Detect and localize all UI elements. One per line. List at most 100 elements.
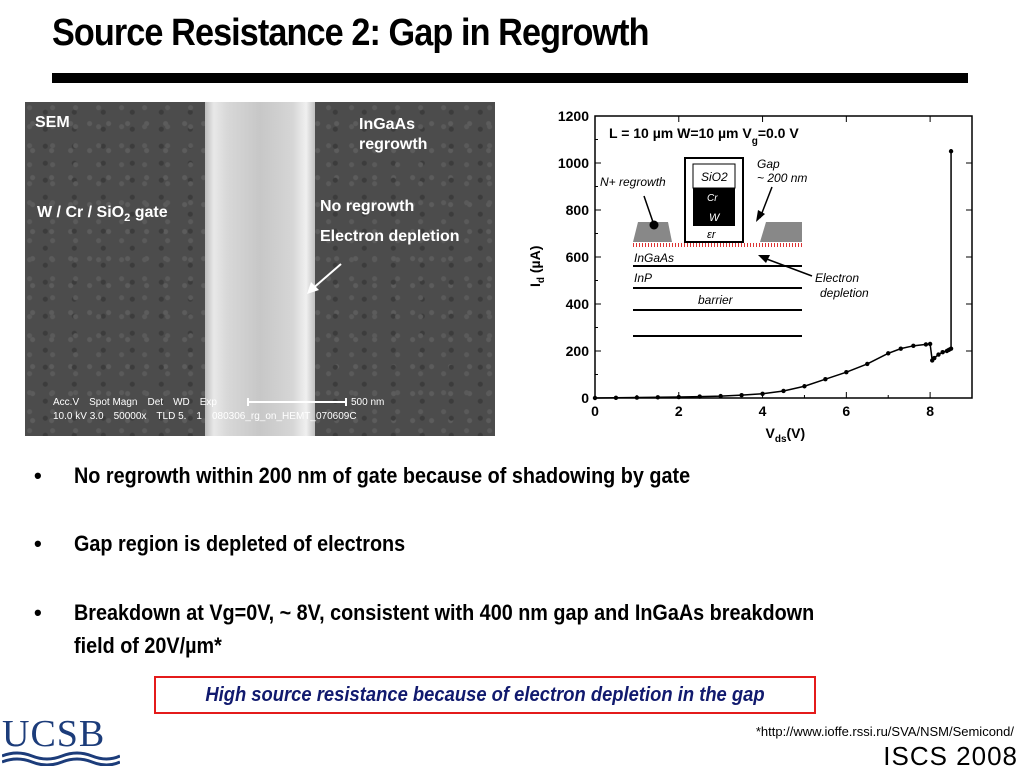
data-point [739,392,744,398]
bullet-dot: • [34,463,42,488]
conclusion-box: High source resistance because of electr… [154,676,816,714]
depletion-arrow-line [763,257,813,277]
bullet-text: field of 20V/µm* [74,633,222,658]
x-axis-label: Vds(V) [766,425,806,445]
x-tick-label: 2 [675,403,683,419]
data-point [911,343,916,349]
n-regrowth-label: N+ regrowth [600,175,666,189]
scale-bar [247,398,347,406]
left-regrowth-block [633,222,672,242]
depletion-arrow-head-icon [758,255,770,263]
data-point [655,395,661,400]
sem-meta-header: Acc.V [53,397,80,408]
sem-meta-value: 080306_rg_on_HEMT_070609C [211,411,357,422]
gate-layer-label: εr [707,229,717,241]
x-tick-label: 0 [591,403,599,419]
y-tick-label: 0 [581,390,589,406]
depletion-label-line2: depletion [820,286,869,300]
gap-label: Gap [757,157,780,171]
data-point [697,394,702,399]
x-tick-label: 6 [842,403,850,419]
gate-label-text: W / Cr / SiO [37,204,125,221]
data-point [613,395,619,400]
bullet-dot: • [34,600,42,625]
chart-annotation: L = 10 µm W=10 µm Vg=0.0 V [609,125,799,147]
sem-meta-header: Spot Magn [89,397,138,408]
gap-size-label: ~ 200 nm [757,171,807,185]
depletion-label-line1: Electron [815,271,859,285]
layer-label: InP [634,271,652,285]
data-point [927,341,933,347]
sem-meta-value: 10.0 kV 3.0 [53,411,104,422]
logo-waves-icon [2,751,120,766]
electron-depletion-label: Electron depletion [320,228,460,245]
depletion-arrow-icon [307,263,342,294]
gate-label-suffix: gate [130,204,168,221]
logo-text: UCSB [2,713,106,755]
sem-image: SEM InGaAs regrowth W / Cr / SiO2 gate N… [25,102,495,436]
gate-stripe [205,102,315,436]
data-point [760,391,765,396]
regrowth-label-line2: regrowth [359,136,428,153]
data-point [886,351,891,356]
y-tick-label: 400 [566,296,590,312]
title-underline [52,73,968,83]
data-point [948,149,954,154]
gate-sio2-layer [692,163,736,189]
right-regrowth-block [760,222,802,242]
data-point [948,346,954,351]
x-tick-label: 4 [759,403,767,419]
slide-title: Source Resistance 2: Gap in Regrowth [52,12,650,54]
bullet-text: Breakdown at Vg=0V, ~ 8V, consistent wit… [74,600,815,625]
sem-meta-header: WD [173,397,190,408]
data-point [844,369,849,375]
data-point [592,395,598,401]
no-regrowth-label: No regrowth [320,198,415,215]
chart-svg: 0 200 400 600 800 1000 1200 0 2 4 6 8 Vds(V) Id (µA) L… [527,108,973,445]
footnote: *http://www.ioffe.rssi.ru/SVA/NSM/Semico… [755,724,1014,739]
sem-meta-header: Det [147,397,164,408]
layer-label: InGaAs [634,251,674,265]
bullet-dot: • [34,531,42,556]
sem-label: SEM [35,114,70,131]
gate-layer-label: Cr [707,193,718,204]
data-point [634,395,640,400]
gap-arrow-head-icon [756,210,765,222]
y-tick-label: 1200 [558,108,589,124]
data-point [932,355,937,361]
gate-cr-layer [693,188,735,206]
y-tick-label: 1000 [558,155,589,171]
data-point [936,352,941,357]
data-point [940,349,945,355]
scale-label: 500 nm [351,397,385,408]
data-point [898,346,903,351]
y-tick-label: 600 [566,249,590,265]
data-point [823,377,828,382]
gate-layer-label: SiO2 [701,170,728,184]
layer-label: barrier [698,293,734,307]
gate-stack-label: W / Cr / SiO2 gate [37,204,168,224]
iv-chart: 0 200 400 600 800 1000 1200 0 2 4 6 8 Vds(V) Id (µA) L… [520,100,980,455]
y-tick-label: 200 [566,343,590,359]
sem-metadata: Acc.V Spot Magn Det WD Exp 10.0 kV 3.0 50000x… [53,396,357,424]
regrowth-label-line1: InGaAs [359,116,416,133]
gate-w-layer [693,206,735,226]
bullet-text: No regrowth within 200 nm of gate becaus… [74,463,691,488]
regrowth-pointer-line [643,195,655,226]
y-axis-label: Id (µA) [527,246,547,287]
conclusion-text: High source resistance because of electr… [205,683,765,706]
data-point [923,342,929,347]
data-point [718,393,723,399]
sem-meta-header: Exp [199,397,217,408]
data-point [676,394,681,400]
sem-meta-value: 50000x [113,411,147,422]
data-point [802,384,807,389]
x-tick-label: 8 [926,403,934,419]
conference-label: ISCS 2008 [883,741,1018,771]
bullet-text: Gap region is depleted of electrons [74,531,406,556]
y-tick-label: 800 [566,202,590,218]
data-point [865,361,870,367]
ucsb-logo: UCSB [2,712,120,768]
sem-meta-value: 1 [196,411,202,422]
sem-meta-value: TLD 5. [156,411,187,422]
